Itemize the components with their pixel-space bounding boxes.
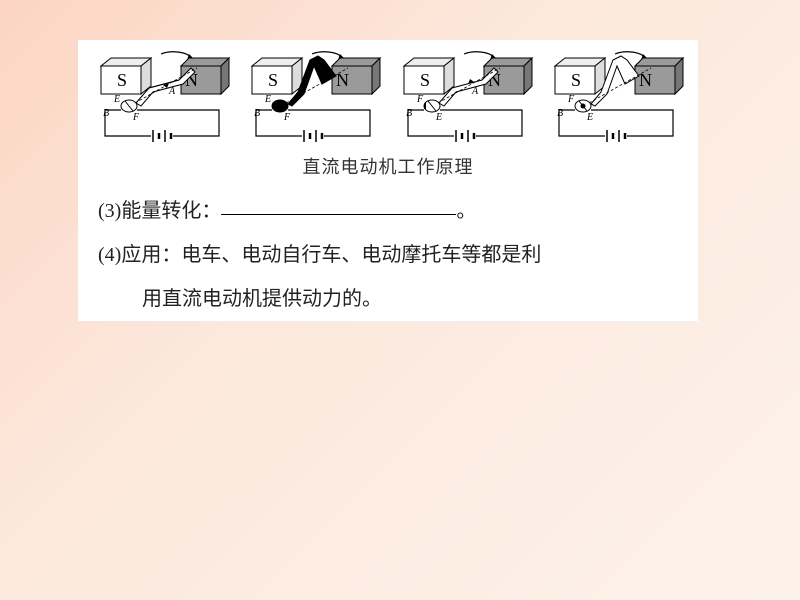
svg-text:E: E (113, 94, 120, 105)
svg-text:E: E (586, 112, 593, 123)
svg-text:A: A (168, 86, 176, 97)
commutator (121, 100, 137, 112)
line-4b: 用直流电动机提供动力的。 (78, 277, 698, 321)
svg-text:S: S (268, 70, 278, 90)
svg-text:F: F (283, 112, 291, 123)
motor-frame-4: S N F B E (545, 48, 685, 143)
motor-frame-2: S N E B F (242, 48, 382, 143)
svg-text:N: N (336, 70, 349, 90)
line-3: (3)能量转化： 。 (78, 189, 698, 233)
battery-circuit (105, 110, 219, 142)
svg-text:S: S (571, 70, 581, 90)
line-3-suffix: 。 (456, 200, 476, 222)
svg-text:N: N (639, 70, 652, 90)
fill-in-blank (221, 194, 456, 215)
svg-text:F: F (416, 94, 424, 105)
svg-text:F: F (132, 112, 140, 123)
magnet-south: S (101, 58, 151, 94)
motor-frame-3: S N F A (394, 48, 534, 143)
line-4a: (4)应用：电车、电动自行车、电动摩托车等都是利 (78, 233, 698, 277)
svg-text:E: E (435, 112, 442, 123)
svg-text:E: E (264, 94, 271, 105)
svg-text:S: S (420, 70, 430, 90)
diagram-caption: 直流电动机工作原理 (78, 147, 698, 189)
svg-text:S: S (117, 70, 127, 90)
line-3-prefix: (3)能量转化： (98, 200, 221, 222)
motor-diagram-row: S N (78, 40, 698, 147)
motor-frame-1: S N (91, 48, 231, 143)
svg-text:A: A (471, 86, 479, 97)
svg-text:F: F (567, 94, 575, 105)
content-panel: S N (78, 40, 698, 321)
